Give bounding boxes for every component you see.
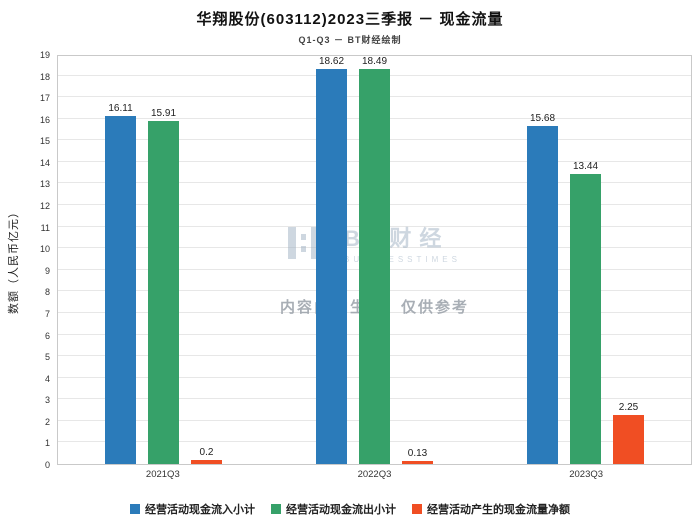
y-tick-label: 10 xyxy=(39,244,50,255)
y-tick-label: 12 xyxy=(39,201,50,212)
bar-2021Q3: 0.2 xyxy=(191,56,222,464)
bar-rect xyxy=(105,116,136,464)
y-tick-label: 18 xyxy=(39,71,50,82)
y-tick-label: 7 xyxy=(44,308,50,319)
y-tick-label: 11 xyxy=(40,222,50,233)
legend-item: 经营活动现金流入小计 xyxy=(130,501,255,517)
legend-label: 经营活动现金流出小计 xyxy=(286,504,396,516)
legend-item: 经营活动现金流出小计 xyxy=(271,501,396,517)
x-axis-ticks: 2021Q3 2022Q3 2023Q3 xyxy=(57,469,692,480)
bar-value-label: 16.11 xyxy=(108,103,133,115)
legend-label: 经营活动现金流入小计 xyxy=(145,504,255,516)
bar-rect xyxy=(359,69,390,464)
y-tick-label: 17 xyxy=(39,93,50,104)
bar-value-label: 18.62 xyxy=(318,56,345,67)
bar-2023Q3: 15.68 xyxy=(527,56,558,464)
legend-swatch xyxy=(130,504,140,514)
y-tick-label: 19 xyxy=(39,50,50,60)
legend-swatch xyxy=(271,504,281,514)
x-tick-label: 2023Q3 xyxy=(569,469,604,480)
bar-value-label: 2.25 xyxy=(618,402,639,414)
y-axis-ticks: 0 1 2 3 4 5 6 7 8 9 10 11 12 13 14 15 16 17 18 19 xyxy=(28,50,54,470)
y-axis-label-wrap: 数额（人民币亿元） xyxy=(0,55,26,465)
bar-2022Q3: 18.49 xyxy=(359,56,390,464)
legend-label: 经营活动产生的现金流量净额 xyxy=(427,504,570,516)
bar-2023Q3: 13.44 xyxy=(570,56,601,464)
bar-rect xyxy=(570,173,601,464)
y-tick-label: 4 xyxy=(44,373,50,384)
bar-group-2023Q3: 15.68 13.44 2.25 xyxy=(527,56,644,464)
bar-group-2022Q3: 18.62 18.49 0.13 xyxy=(316,56,433,464)
bar-groups: 16.11 15.91 0.2 18.62 18.49 0.13 15.68 13.44 2.2… xyxy=(58,56,691,464)
bar-rect xyxy=(148,120,179,464)
x-tick-label: 2021Q3 xyxy=(145,469,180,480)
y-tick-label: 2 xyxy=(44,416,50,427)
legend-item: 经营活动产生的现金流量净额 xyxy=(412,501,570,517)
y-tick-label: 8 xyxy=(44,287,50,298)
y-tick-label: 5 xyxy=(44,352,50,363)
x-tick-label: 2022Q3 xyxy=(357,469,392,480)
bar-2021Q3: 16.11 xyxy=(105,56,136,464)
bar-2022Q3: 0.13 xyxy=(402,56,433,464)
y-tick-label: 16 xyxy=(39,114,50,125)
y-tick-label: 13 xyxy=(39,179,50,190)
bar-2022Q3: 18.62 xyxy=(316,56,347,464)
y-tick-label: 6 xyxy=(44,330,50,341)
bar-2023Q3: 2.25 xyxy=(613,56,644,464)
bar-value-label: 0.2 xyxy=(199,446,214,458)
bar-value-label: 15.91 xyxy=(150,107,177,119)
bar-rect xyxy=(316,69,347,464)
y-tick-label: 1 xyxy=(44,438,50,449)
legend-swatch xyxy=(412,504,422,514)
chart-subtitle: Q1-Q3 － BT财经绘制 xyxy=(298,35,402,45)
plot-area: BT财经 BUSINESSTIMES 内容由AI生成，仅供参考 16.1115.… xyxy=(57,55,692,465)
y-tick-label: 14 xyxy=(39,157,50,168)
chart-title: 华翔股份(603112)2023三季报 － 现金流量 xyxy=(196,11,504,28)
legend: 经营活动现金流入小计 经营活动现金流出小计 经营活动产生的现金流量净额 xyxy=(0,501,700,517)
bar-2021Q3: 15.91 xyxy=(148,56,179,464)
y-tick-label: 15 xyxy=(39,136,50,147)
bar-rect xyxy=(402,461,433,464)
bar-rect xyxy=(613,415,644,464)
y-tick-label: 3 xyxy=(44,395,50,406)
bar-group-2021Q3: 16.11 15.91 0.2 xyxy=(105,56,222,464)
bar-rect xyxy=(191,459,222,464)
bar-value-label: 15.68 xyxy=(529,112,556,124)
bar-value-label: 18.49 xyxy=(361,56,388,67)
bar-value-label: 13.44 xyxy=(572,160,599,172)
y-tick-label: 0 xyxy=(44,460,50,470)
bar-rect xyxy=(527,125,558,464)
bar-value-label: 0.13 xyxy=(407,448,428,460)
y-tick-label: 9 xyxy=(44,265,50,276)
y-axis-label: 数额（人民币亿元） xyxy=(8,206,20,314)
